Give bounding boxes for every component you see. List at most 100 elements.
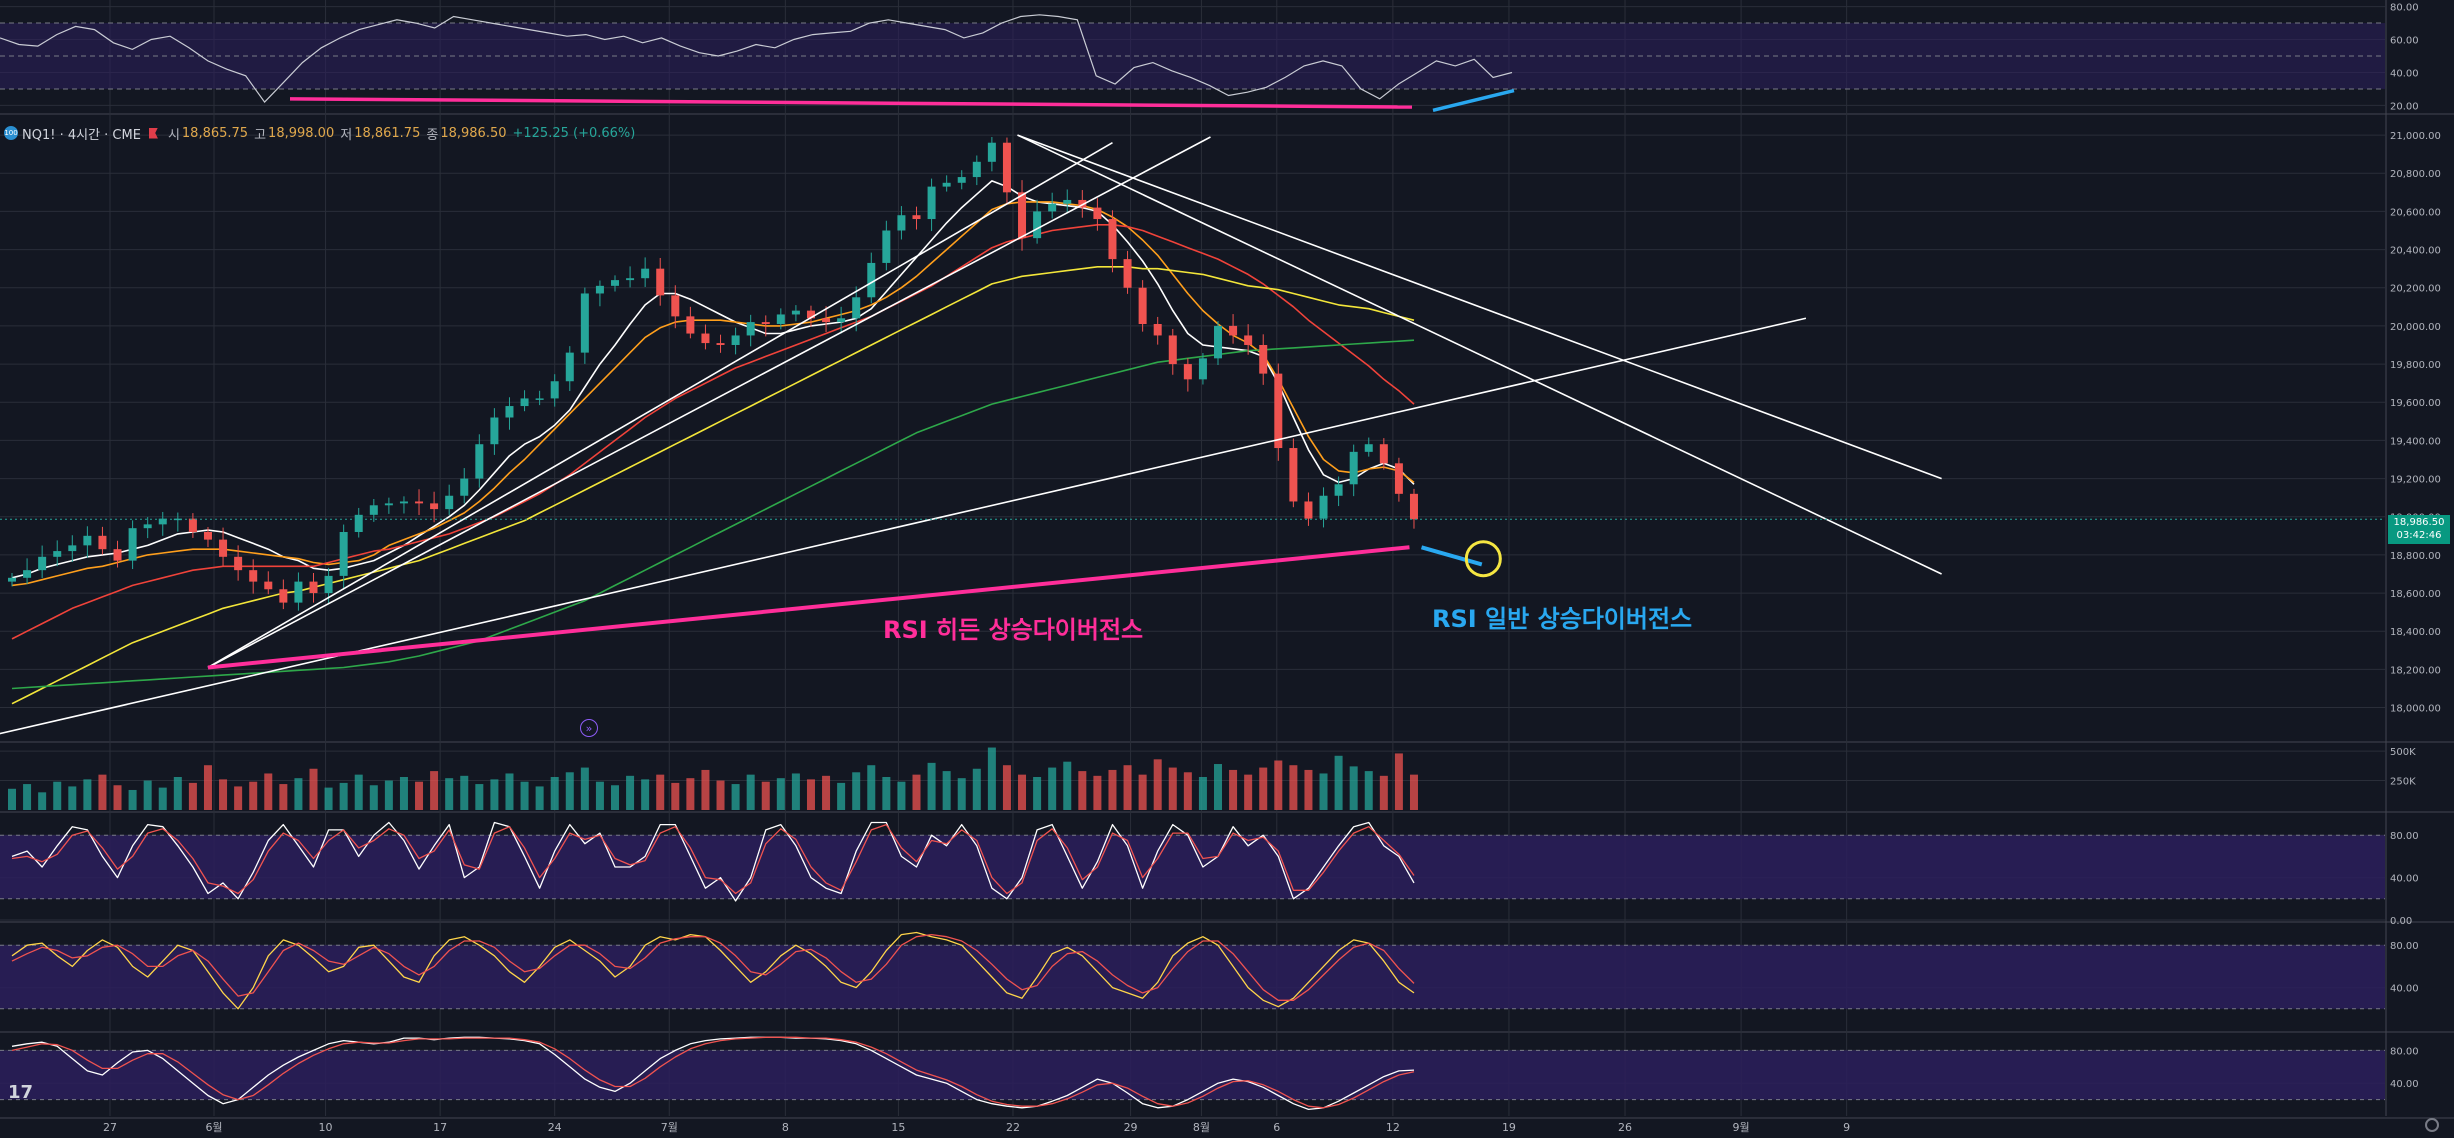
candle-body <box>113 549 122 561</box>
regular-divergence-label: RSI 일반 상승다이버전스 <box>1432 605 1693 633</box>
candle-body <box>626 278 635 281</box>
volume-bar <box>234 786 243 810</box>
candle-body <box>791 310 800 315</box>
candle-body <box>158 518 167 525</box>
y-tick-label: 18,000.00 <box>2390 704 2441 715</box>
volume-bar <box>656 774 665 810</box>
open-value: 18,865.75 <box>181 125 249 141</box>
volume-bar <box>897 781 906 810</box>
volume-bar <box>203 765 212 810</box>
candle-body <box>1183 364 1192 380</box>
volume-bar <box>746 774 755 810</box>
ma-line-3 <box>11 265 1415 705</box>
volume-bar <box>1379 775 1388 810</box>
volume-bar <box>339 782 348 810</box>
volume-bar <box>822 775 831 810</box>
volume-bar <box>1168 767 1177 810</box>
y-tick-label: 19,400.00 <box>2390 436 2441 447</box>
stochastic-fast-line-1 <box>11 823 1415 895</box>
volume-bar <box>791 773 800 810</box>
volume-bar <box>415 781 424 810</box>
replay-icon[interactable]: » <box>580 719 598 737</box>
candle-body <box>1214 325 1222 359</box>
y-tick-label: 60.00 <box>2390 36 2419 47</box>
candle-body <box>520 398 529 407</box>
ma-line-1 <box>11 201 1415 587</box>
trendline-5 <box>207 545 1410 670</box>
candle-body <box>219 539 228 557</box>
ma-line-2 <box>11 224 1415 640</box>
y-tick-label: 80.00 <box>2390 831 2419 842</box>
candle-body <box>399 501 408 504</box>
candle-body <box>128 528 137 561</box>
candle-body <box>234 556 243 571</box>
volume-bar <box>83 779 92 810</box>
volume-bar <box>1289 765 1298 810</box>
y-tick-label: 20.00 <box>2390 101 2419 112</box>
rsi-regular-divergence-line <box>1432 88 1515 113</box>
volume-bar <box>1349 766 1358 810</box>
y-tick-label: 20,400.00 <box>2390 246 2441 257</box>
y-tick-label: 40.00 <box>2390 68 2419 79</box>
volume-bar <box>249 781 258 810</box>
volume-bar <box>1229 769 1238 810</box>
candle-body <box>1349 451 1358 485</box>
candle-body <box>354 514 363 532</box>
candle-body <box>1274 373 1283 449</box>
volume-bar <box>1198 777 1207 810</box>
volume-bar <box>641 779 650 810</box>
trendlines-layer[interactable] <box>0 88 2385 735</box>
volume-bar <box>716 780 725 810</box>
candle-body <box>1153 324 1162 336</box>
ma-line-4 <box>11 339 1415 690</box>
trendline-6 <box>1420 545 1483 567</box>
volume-bar <box>38 792 47 810</box>
tradingview-logo[interactable]: 17 <box>8 1082 34 1103</box>
volume-bar <box>1304 769 1313 810</box>
candle-body <box>957 177 966 183</box>
candle-body <box>656 268 665 296</box>
volume-bar <box>671 782 680 810</box>
candle-body <box>1168 335 1177 365</box>
symbol-name[interactable]: NQ1! · 4시간 · CME <box>22 127 141 143</box>
candle-body <box>475 444 484 479</box>
candle-body <box>550 381 559 399</box>
candle-body <box>1289 448 1298 502</box>
candle-body <box>912 215 921 220</box>
volume-bar <box>957 778 966 810</box>
volume-bar <box>867 765 876 810</box>
candle-body <box>987 142 996 162</box>
close-label: 종 <box>426 127 439 143</box>
volume-bar <box>1409 774 1418 810</box>
volume-bar <box>942 771 951 810</box>
close-value: 18,986.50 <box>440 125 507 141</box>
y-tick-label: 20,600.00 <box>2390 207 2441 218</box>
volume-bar <box>987 747 996 810</box>
volume-bar <box>173 777 182 810</box>
candle-body <box>143 524 152 529</box>
candle-body <box>641 268 650 279</box>
high-label: 고 <box>254 127 267 143</box>
candle-body <box>1259 344 1268 374</box>
candle-body <box>882 230 891 263</box>
settings-icon[interactable] <box>2425 1118 2439 1132</box>
candle-body <box>188 518 197 532</box>
candle-body <box>746 322 755 336</box>
volume-bar <box>1123 765 1132 810</box>
volume-bar <box>399 777 408 810</box>
volume-bar <box>1394 753 1403 810</box>
volume-bar <box>1244 774 1253 810</box>
candle-body <box>203 532 212 540</box>
candle-body <box>430 503 439 510</box>
change-value: +125.25 (+0.66%) <box>512 125 636 141</box>
volume-bar <box>580 767 589 810</box>
symbol-legend[interactable]: 100 NQ1! · 4시간 · CME 시 18,865.75 고 18,99… <box>4 124 636 143</box>
market-flag-icon <box>148 127 158 139</box>
trendline-1 <box>207 142 1113 669</box>
y-tick-label: 18,400.00 <box>2390 627 2441 638</box>
candle-body <box>415 501 424 504</box>
candle-body <box>98 535 107 550</box>
y-tick-label: 250K <box>2390 777 2416 788</box>
stochastic-long-line-0 <box>11 1036 1415 1111</box>
